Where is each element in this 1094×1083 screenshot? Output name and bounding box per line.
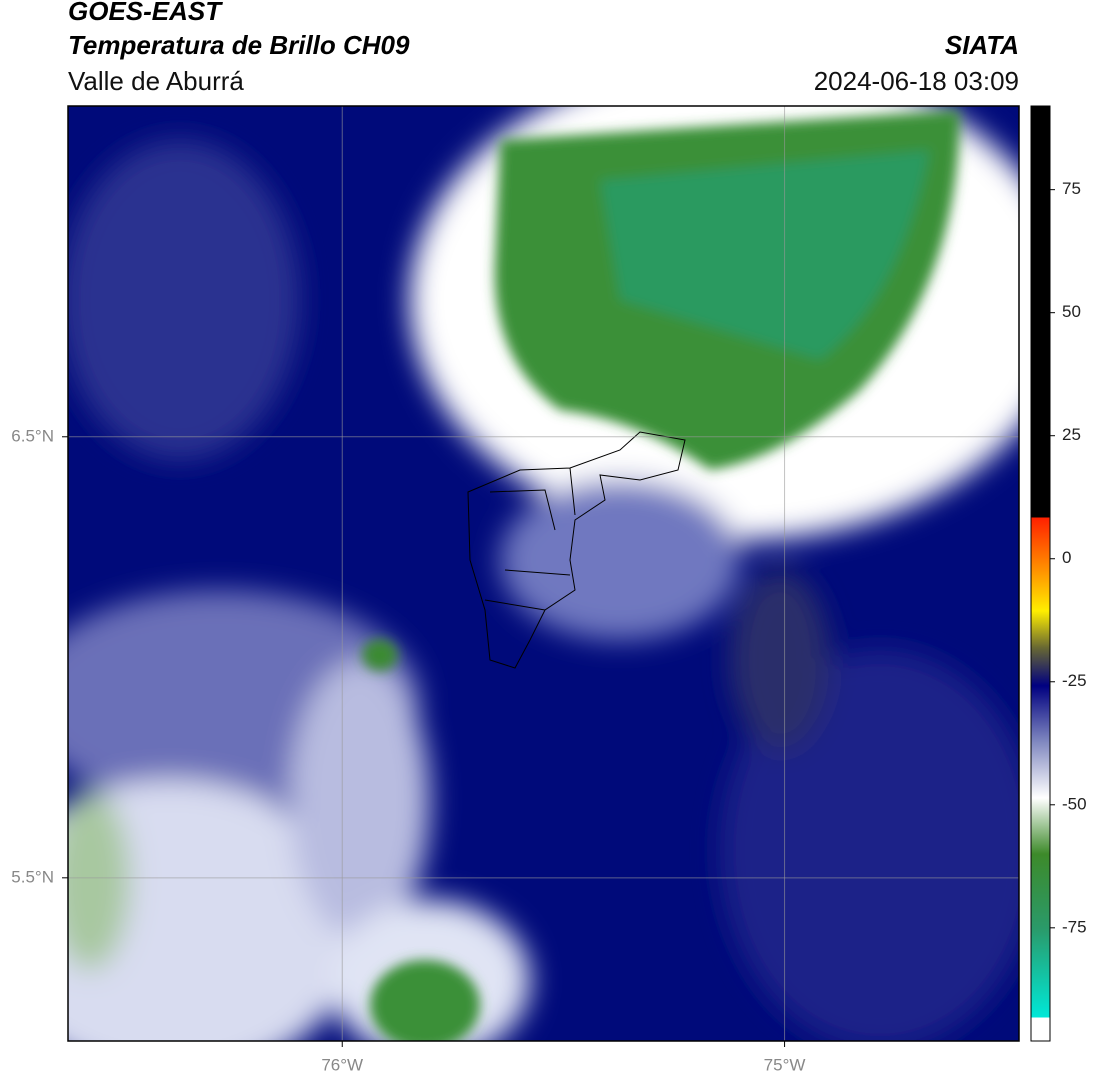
colorbar-tick-label: 25 <box>1062 425 1081 444</box>
satellite-image <box>68 106 1019 1041</box>
region: Valle de Aburrá <box>68 66 244 96</box>
title: GOES-EAST <box>68 0 223 26</box>
map-frame <box>67 105 1020 1042</box>
colorbar-tick-label: 75 <box>1062 179 1081 198</box>
lon-tick-label: 75°W <box>764 1055 806 1074</box>
lat-tick-label: 5.5°N <box>11 867 54 886</box>
colorbar-tick-label: -50 <box>1062 794 1087 813</box>
valley-outline <box>467 431 686 669</box>
colorbar <box>1030 105 1051 1042</box>
colorbar-tick-label: 0 <box>1062 548 1071 567</box>
lat-tick-label: 6.5°N <box>11 426 54 445</box>
lon-tick-label: 76°W <box>321 1055 363 1074</box>
colorbar-tick-label: -25 <box>1062 671 1087 690</box>
colorbar-tick-label: -75 <box>1062 917 1087 936</box>
source: SIATA <box>945 30 1019 60</box>
datetime: 2024-06-18 03:09 <box>814 66 1019 96</box>
subtitle: Temperatura de Brillo CH09 <box>68 30 410 60</box>
colorbar-tick-label: 50 <box>1062 302 1081 321</box>
